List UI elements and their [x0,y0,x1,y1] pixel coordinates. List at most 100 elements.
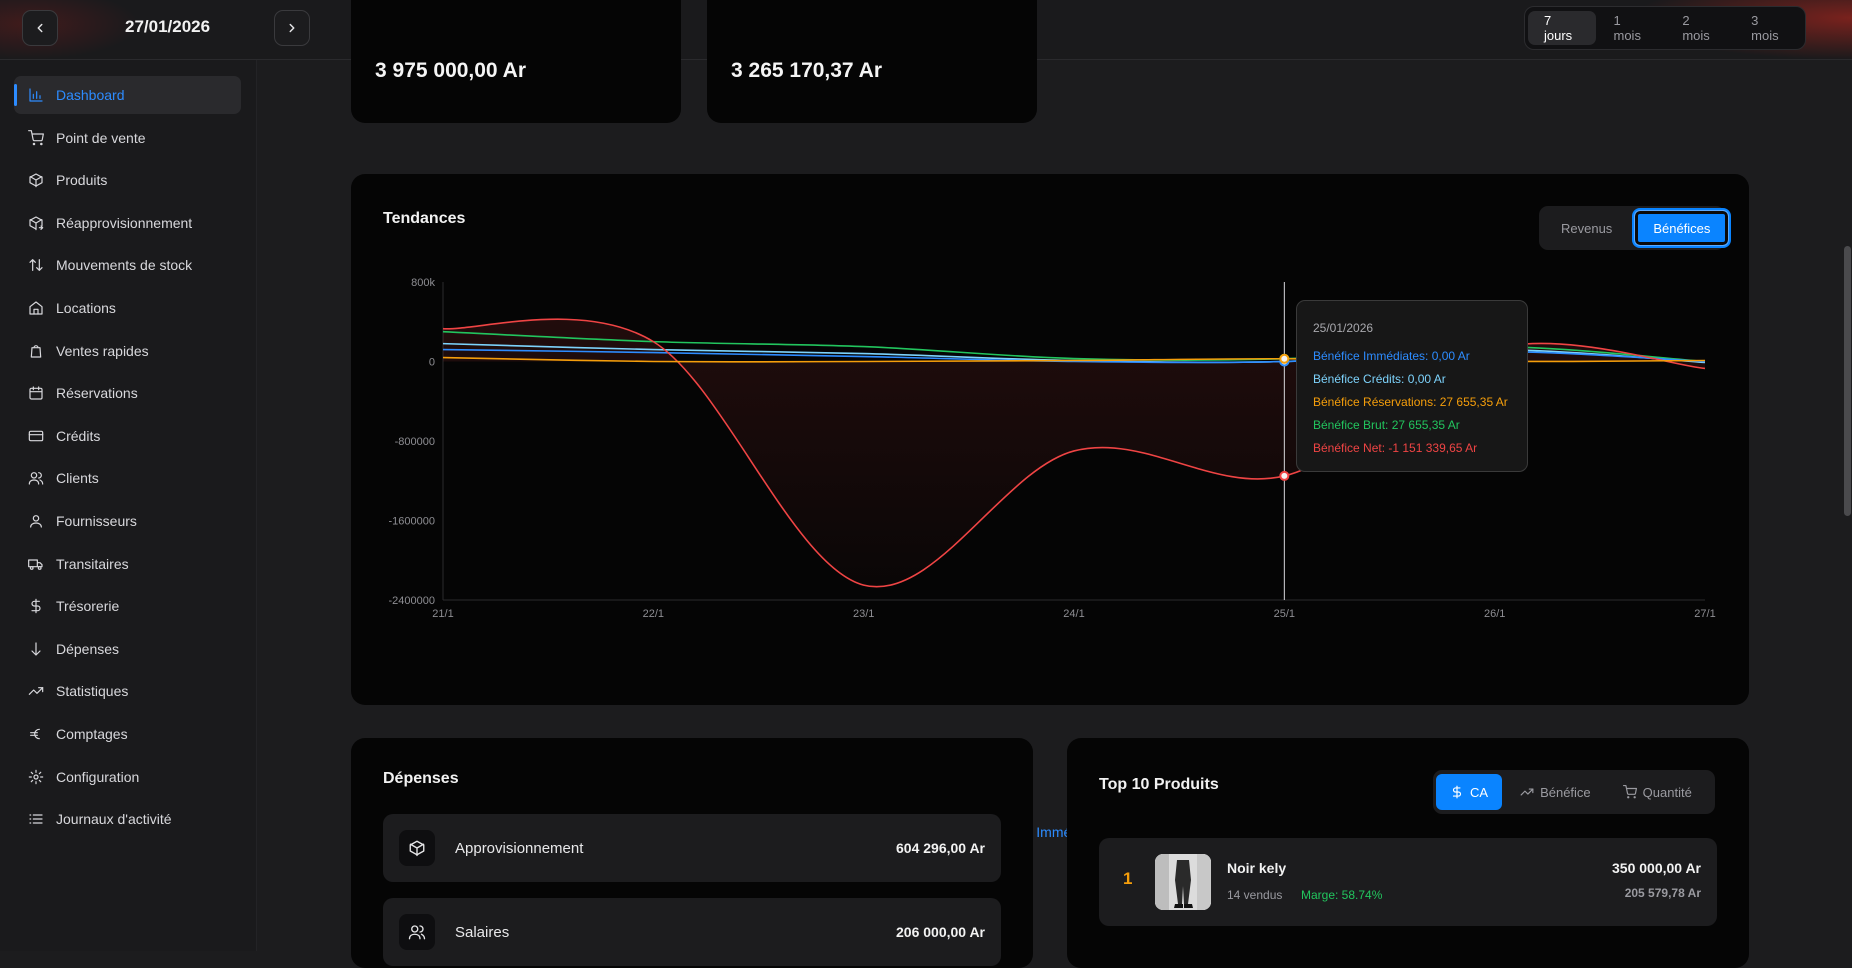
x-tick-label: 27/1 [1694,608,1715,620]
sidebar-item-mouvements-de-stock[interactable]: Mouvements de stock [14,246,241,284]
package-refresh-icon [29,216,44,231]
sidebar-item-ventes-rapides[interactable]: Ventes rapides [14,332,241,370]
tooltip-line: Bénéfice Immédiates: 0,00 Ar [1313,349,1470,363]
sidebar-item-produits[interactable]: Produits [14,161,241,199]
sidebar-item-label: Journaux d'activité [56,811,172,828]
sidebar-item-label: Transitaires [56,555,129,572]
expenses-title: Dépenses [383,770,459,787]
y-tick-label: 800k [411,277,435,289]
product-sold: 14 vendus [1227,888,1283,902]
sidebar: Dashboard Point de vente Produits Réapprovi… [0,60,257,951]
sidebar-item-transitaires[interactable]: Transitaires [14,545,241,583]
kpi-card-1: 3 975 000,00 Ar [351,0,681,123]
hover-point [1279,470,1290,481]
period-7-days[interactable]: 7 jours [1528,11,1596,45]
sidebar-item-label: Réapprovisionnement [56,214,193,231]
product-revenue: 350 000,00 Ar [1612,860,1701,876]
sidebar-item-clients[interactable]: Clients [14,459,241,497]
expenses-card: Dépenses Approvisionnement 604 296,00 Ar… [351,738,1033,968]
previous-day-button[interactable] [22,10,58,46]
product-row[interactable]: 1 Noir kely 14 vendus Marge: 58.74% 350 … [1099,838,1717,926]
sidebar-item-label: Crédits [56,427,101,444]
product-thumbnail [1155,854,1211,910]
expense-label: Salaires [455,923,510,941]
sidebar-item-journaux-d-activité[interactable]: Journaux d'activité [14,800,241,838]
gear-icon [28,769,44,784]
trends-card: Tendances Revenus Bénéfices 800k 0 -800000… [351,174,1749,840]
top-products-sort-toggle: CA Bénéfice Quantité [1433,770,1715,814]
home-icon [29,301,43,315]
expense-label: Approvisionnement [455,839,584,857]
sort-quantite-button[interactable]: Quantité [1609,774,1706,810]
truck-icon [28,558,43,570]
top-bar-glow-left [0,0,140,60]
arrows-up-down-icon [29,259,43,272]
sidebar-item-crédits[interactable]: Crédits [14,417,241,455]
sort-benefice-label: Bénéfice [1540,784,1591,800]
sort-quantite-label: Quantité [1642,784,1692,800]
sort-benefice-button[interactable]: Bénéfice [1506,774,1605,810]
list-icon [29,814,43,824]
expense-amount: 604 296,00 Ar [896,840,985,856]
sidebar-item-fournisseurs[interactable]: Fournisseurs [14,502,241,540]
user-group-icon [30,515,42,528]
period-2-months[interactable]: 2 mois [1682,13,1710,43]
kpi-value: 3 265 170,37 Ar [731,59,883,82]
euro-icon [30,728,40,740]
sort-ca-label: CA [1470,784,1489,800]
sidebar-item-label: Configuration [56,768,140,785]
tab-benefices[interactable]: Bénéfices [1634,210,1730,246]
tooltip-line: Bénéfice Crédits: 0,00 Ar [1313,372,1446,386]
users-icon [399,914,435,950]
package-icon [399,830,435,866]
y-tick-label: 0 [429,357,435,369]
tooltip-line: Bénéfice Net: -1 151 339,65 Ar [1313,441,1478,455]
chart-tooltip: 25/01/2026 Bénéfice Immédiates: 0,00 Ar … [1296,300,1528,472]
page-scrollbar-thumb[interactable] [1844,246,1851,516]
product-rank: 1 [1123,869,1133,888]
sidebar-item-label: Réservations [56,385,138,402]
product-name: Noir kely [1227,860,1287,876]
y-tick-label: -1600000 [389,516,436,528]
next-day-button[interactable] [274,10,310,46]
x-tick-label: 21/1 [432,608,453,620]
x-tick-label: 22/1 [643,608,664,620]
y-tick-label: -2400000 [389,595,436,607]
sidebar-item-dépenses[interactable]: Dépenses [14,630,241,668]
bar-chart-icon [29,88,43,102]
period-1-month[interactable]: 1 mois [1613,13,1641,43]
period-selector: 7 jours 1 mois 2 mois 3 mois [1524,6,1806,50]
sidebar-item-réservations[interactable]: Réservations [14,374,241,412]
product-image-icon [1155,854,1211,910]
sidebar-item-label: Statistiques [56,683,129,700]
package-icon [29,173,43,188]
sidebar-item-statistiques[interactable]: Statistiques [14,672,241,710]
current-date: 27/01/2026 [125,17,211,36]
sidebar-item-locations[interactable]: Locations [14,289,241,327]
users-icon [28,472,44,485]
sidebar-item-label: Dashboard [56,87,125,103]
expense-amount: 206 000,00 Ar [896,924,985,940]
sidebar-item-label: Locations [56,300,116,316]
sort-ca-button[interactable]: CA [1436,774,1503,810]
page-scrollbar-track[interactable] [1843,60,1852,951]
sidebar-item-label: Point de vente [56,129,146,146]
product-profit: 205 579,78 Ar [1624,886,1701,900]
sidebar-item-label: Dépenses [56,640,120,657]
expense-row[interactable]: Approvisionnement 604 296,00 Ar [383,814,1001,882]
top-products-card: Top 10 Produits CA Bénéfice Quantité 1 N… [1067,738,1749,968]
sidebar-item-comptages[interactable]: Comptages [14,715,241,753]
sidebar-item-label: Ventes rapides [56,342,149,359]
sidebar-item-point-de-vente[interactable]: Point de vente [14,119,241,157]
sidebar-item-label: Comptages [56,726,128,742]
x-tick-label: 26/1 [1484,608,1505,620]
sidebar-item-dashboard[interactable]: Dashboard [14,76,241,114]
expense-row[interactable]: Salaires 206 000,00 Ar [383,898,1001,966]
sidebar-item-trésorerie[interactable]: Trésorerie [14,587,241,625]
cart-icon [1622,785,1637,799]
sidebar-item-réapprovisionnement[interactable]: Réapprovisionnement [14,204,241,242]
tab-revenus[interactable]: Revenus [1561,220,1613,236]
period-3-months[interactable]: 3 mois [1751,13,1779,43]
sidebar-item-configuration[interactable]: Configuration [14,758,241,796]
